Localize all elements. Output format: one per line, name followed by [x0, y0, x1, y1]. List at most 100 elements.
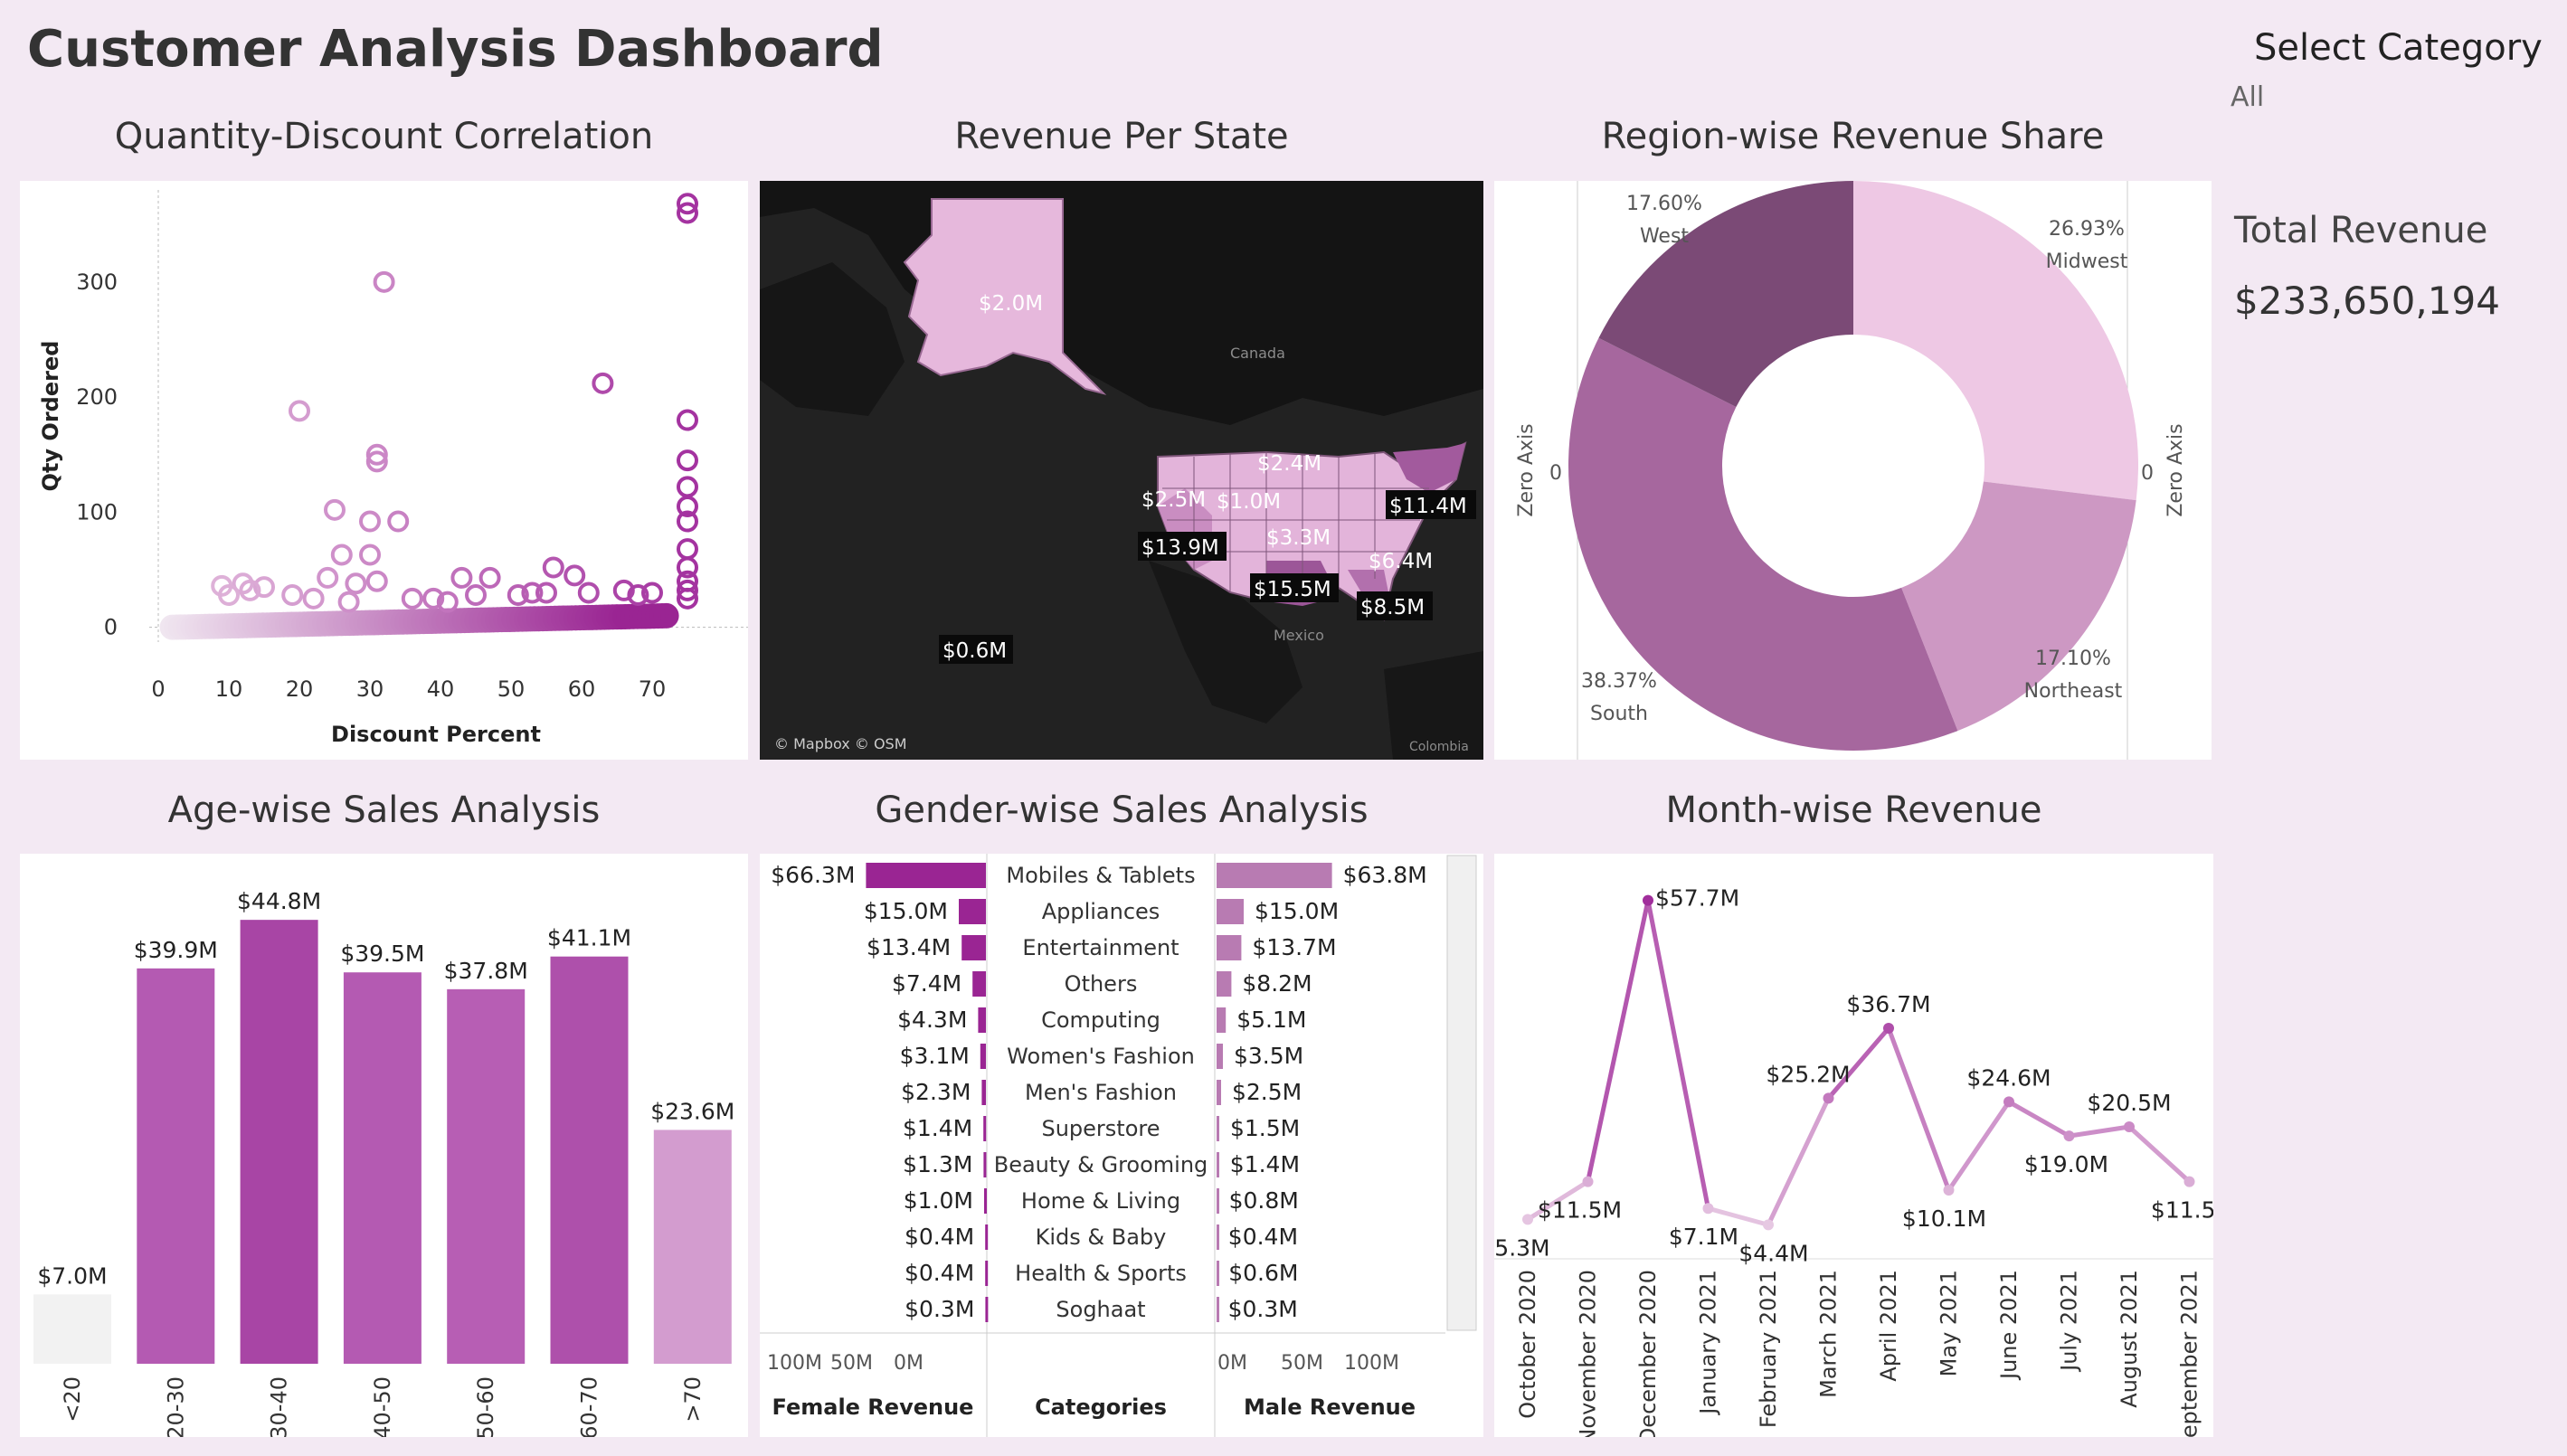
- female-bar[interactable]: [980, 1044, 986, 1069]
- age-bar-60-70[interactable]: [550, 956, 629, 1364]
- scatter-point[interactable]: [387, 510, 410, 533]
- age-bar-30-40[interactable]: [240, 920, 318, 1364]
- age-bar-20-30[interactable]: [137, 968, 215, 1364]
- month-point[interactable]: [1823, 1092, 1834, 1104]
- scatter-point[interactable]: [677, 476, 698, 498]
- scatter-point[interactable]: [330, 544, 353, 566]
- age-bar-<20[interactable]: [33, 1294, 111, 1364]
- donut-slice-south[interactable]: [1568, 337, 1958, 751]
- month-point[interactable]: [2183, 1176, 2195, 1187]
- male-bar[interactable]: [1217, 1152, 1219, 1177]
- male-bar[interactable]: [1217, 935, 1242, 960]
- female-bar[interactable]: [984, 1188, 987, 1214]
- scatter-point[interactable]: [507, 584, 529, 606]
- scatter-point[interactable]: [521, 581, 544, 604]
- scatter-point[interactable]: [677, 409, 698, 431]
- scatter-point[interactable]: [317, 566, 339, 589]
- month-point[interactable]: [1643, 894, 1653, 906]
- scatter-point[interactable]: [450, 566, 473, 589]
- state-new-york[interactable]: [1393, 443, 1465, 493]
- scatter-point[interactable]: [592, 372, 614, 394]
- scatter-point[interactable]: [677, 202, 698, 224]
- donut-slice-northeast[interactable]: [1901, 481, 2136, 732]
- scatter-point[interactable]: [345, 572, 367, 595]
- scatter-point[interactable]: [677, 579, 698, 601]
- month-point[interactable]: [2124, 1121, 2135, 1133]
- male-bar[interactable]: [1217, 1116, 1219, 1141]
- scatter-point[interactable]: [401, 587, 423, 610]
- scatter-point[interactable]: [253, 576, 275, 599]
- scatter-point[interactable]: [337, 591, 360, 613]
- age-bar->70[interactable]: [653, 1130, 732, 1364]
- female-bar[interactable]: [959, 899, 986, 924]
- age-bar-50-60[interactable]: [447, 988, 526, 1364]
- scatter-point[interactable]: [465, 584, 487, 606]
- gender-scrollbar[interactable]: [1446, 855, 1477, 1331]
- donut-slice-west[interactable]: [1598, 181, 1853, 407]
- scatter-point[interactable]: [478, 566, 501, 589]
- category-filter-value[interactable]: All: [2231, 81, 2265, 113]
- age-bar-40-50[interactable]: [343, 972, 422, 1364]
- female-bar[interactable]: [978, 1007, 986, 1033]
- male-bar[interactable]: [1217, 1297, 1219, 1322]
- scatter-point[interactable]: [436, 591, 459, 613]
- female-bar[interactable]: [972, 971, 986, 997]
- male-bar[interactable]: [1217, 1188, 1219, 1214]
- male-bar[interactable]: [1217, 1080, 1221, 1105]
- scatter-point[interactable]: [542, 556, 564, 579]
- scatter-point[interactable]: [677, 193, 698, 215]
- male-bar[interactable]: [1217, 1044, 1223, 1069]
- scatter-point[interactable]: [365, 570, 388, 592]
- scatter-point[interactable]: [677, 556, 698, 579]
- female-bar[interactable]: [866, 863, 986, 888]
- scatter-point[interactable]: [359, 510, 381, 533]
- scatter-point[interactable]: [627, 584, 649, 606]
- us-state-map[interactable]: Canada Mexico Colombia $2.0M $2.4M $2.5M…: [760, 181, 1483, 760]
- male-bar[interactable]: [1217, 1224, 1219, 1250]
- scatter-point[interactable]: [365, 443, 388, 466]
- scatter-point[interactable]: [677, 496, 698, 517]
- month-point[interactable]: [1702, 1203, 1714, 1215]
- female-bar[interactable]: [985, 1224, 989, 1250]
- scatter-point[interactable]: [535, 581, 557, 604]
- male-bar[interactable]: [1217, 1261, 1219, 1286]
- scatter-point[interactable]: [239, 579, 261, 601]
- male-bar[interactable]: [1217, 863, 1332, 888]
- scatter-point[interactable]: [422, 587, 445, 610]
- female-bar[interactable]: [985, 1261, 989, 1286]
- scatter-point[interactable]: [359, 544, 381, 566]
- scatter-point[interactable]: [641, 581, 663, 604]
- scatter-point[interactable]: [302, 587, 325, 610]
- scatter-point[interactable]: [373, 270, 395, 293]
- donut-slice-midwest[interactable]: [1853, 181, 2138, 501]
- female-bar[interactable]: [985, 1297, 989, 1322]
- month-point[interactable]: [1582, 1176, 1594, 1187]
- scatter-point[interactable]: [677, 510, 698, 533]
- male-bar[interactable]: [1217, 899, 1244, 924]
- state-alaska[interactable]: [903, 198, 1107, 395]
- male-bar[interactable]: [1217, 1007, 1227, 1033]
- male-bar[interactable]: [1217, 971, 1232, 997]
- scatter-point[interactable]: [324, 498, 346, 521]
- month-point[interactable]: [2063, 1130, 2075, 1142]
- month-point[interactable]: [1763, 1219, 1774, 1231]
- scatter-point[interactable]: [289, 400, 310, 422]
- month-point[interactable]: [1522, 1214, 1533, 1225]
- month-point[interactable]: [1943, 1185, 1955, 1196]
- scatter-point[interactable]: [564, 564, 586, 587]
- scatter-point[interactable]: [612, 579, 635, 601]
- scatter-point[interactable]: [677, 538, 698, 561]
- scatter-point[interactable]: [677, 587, 698, 610]
- scatter-point[interactable]: [677, 449, 698, 472]
- state-contiguous-us[interactable]: [1157, 441, 1467, 621]
- scatter-point[interactable]: [281, 584, 304, 606]
- female-bar[interactable]: [983, 1152, 987, 1177]
- map-attribution[interactable]: © Mapbox © OSM: [774, 735, 907, 752]
- scatter-point[interactable]: [365, 450, 388, 473]
- female-bar[interactable]: [983, 1116, 987, 1141]
- female-bar[interactable]: [981, 1080, 986, 1105]
- scatter-point[interactable]: [577, 581, 600, 604]
- month-point[interactable]: [1883, 1022, 1894, 1034]
- month-point[interactable]: [2003, 1096, 2014, 1108]
- female-bar[interactable]: [961, 935, 986, 960]
